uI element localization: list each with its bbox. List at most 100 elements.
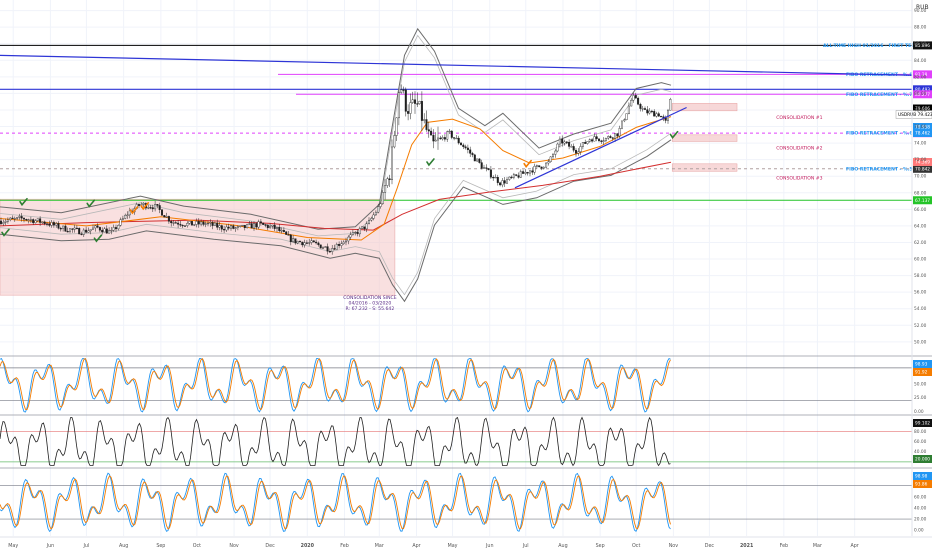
candle-body bbox=[151, 207, 154, 210]
candle-body bbox=[335, 244, 338, 250]
candle-body bbox=[262, 222, 265, 225]
candle-body bbox=[425, 119, 428, 130]
candle-body bbox=[322, 247, 325, 249]
candle-body bbox=[538, 165, 541, 168]
candle-body bbox=[669, 99, 672, 111]
candle-body bbox=[611, 137, 614, 139]
candle-body bbox=[271, 224, 274, 227]
candle-body bbox=[177, 222, 180, 225]
candle-body bbox=[91, 227, 94, 230]
candle-body bbox=[614, 133, 617, 139]
candle-body bbox=[206, 222, 209, 225]
candle-body bbox=[377, 206, 380, 213]
candle-body bbox=[296, 240, 299, 244]
time-tick-label: Aug bbox=[119, 543, 128, 549]
time-tick-label: Jul bbox=[522, 543, 529, 549]
candle-body bbox=[579, 146, 582, 152]
candle-body bbox=[607, 136, 610, 139]
candle-body bbox=[416, 103, 419, 105]
candle-body bbox=[308, 242, 311, 244]
bollinger-bands bbox=[0, 27, 672, 303]
candle-body bbox=[446, 131, 449, 140]
time-tick-label: Jun bbox=[485, 543, 494, 549]
candle-body bbox=[227, 226, 230, 229]
candle-body bbox=[370, 218, 373, 221]
candle-body bbox=[462, 144, 465, 147]
candle-body bbox=[512, 174, 515, 178]
price-axis[interactable]: 85.89682.2880.49380.27774.96070.84267.13… bbox=[895, 0, 932, 536]
level-label: FIBO RETRACEMENT - %.78 bbox=[846, 92, 916, 98]
downtrend-line[interactable] bbox=[0, 54, 913, 76]
bollinger-upper bbox=[0, 27, 672, 230]
candle-body bbox=[305, 242, 308, 244]
oscillator-badge-text: 98.93 bbox=[915, 362, 928, 368]
candle-body bbox=[147, 207, 150, 209]
candle-body bbox=[418, 101, 421, 104]
candle-body bbox=[434, 139, 437, 142]
candle-body bbox=[388, 178, 391, 180]
candle-body bbox=[280, 230, 283, 232]
candle-body bbox=[186, 223, 189, 226]
candle-body bbox=[549, 156, 552, 162]
time-tick-label: Feb bbox=[340, 543, 349, 549]
candle-body bbox=[292, 238, 295, 243]
uptrend-line[interactable] bbox=[514, 106, 687, 189]
candle-body bbox=[50, 222, 53, 226]
candle-body bbox=[266, 224, 269, 229]
candle-body bbox=[414, 99, 417, 104]
candle-body bbox=[80, 233, 83, 236]
price-badge bbox=[913, 41, 932, 50]
oscillator-tick-label: 50.00 bbox=[914, 382, 927, 388]
candle-body bbox=[39, 218, 42, 223]
candle-body bbox=[36, 218, 39, 221]
candle-body bbox=[338, 244, 341, 246]
candle-body bbox=[103, 228, 106, 233]
candle-body bbox=[142, 203, 145, 205]
candle-body bbox=[340, 243, 343, 246]
candle-body bbox=[18, 216, 21, 218]
time-tick-label: Dec bbox=[705, 543, 715, 549]
candle-body bbox=[634, 95, 637, 99]
candle-body bbox=[46, 223, 49, 225]
candle-body bbox=[234, 227, 237, 229]
oscillator-tick-label: 60.00 bbox=[914, 439, 927, 445]
candle-body bbox=[64, 225, 67, 232]
price-badge bbox=[913, 164, 932, 173]
candle-body bbox=[448, 130, 451, 133]
candle-body bbox=[609, 136, 612, 138]
candle-body bbox=[379, 203, 382, 207]
time-axis[interactable]: May Jun Jul Aug Sep Oct Nov Dec 2020 Feb Mar Apr May… bbox=[0, 536, 932, 549]
candle-body bbox=[363, 226, 366, 230]
candle-body bbox=[648, 110, 651, 114]
candle-body bbox=[575, 150, 578, 154]
candle-body bbox=[404, 89, 407, 112]
candle-body bbox=[395, 117, 398, 136]
trendlines[interactable] bbox=[0, 54, 913, 189]
candle-body bbox=[368, 220, 371, 224]
price-badge-text: 70.842 bbox=[915, 166, 930, 172]
price-tick-label: 68.00 bbox=[914, 190, 927, 196]
candle-body bbox=[200, 221, 203, 225]
candle-body bbox=[411, 99, 414, 103]
candle-body bbox=[204, 223, 207, 225]
ema-short-line bbox=[0, 116, 672, 241]
checkmark-icon bbox=[523, 159, 532, 168]
time-tick-label: 2020 bbox=[301, 543, 315, 549]
candle-body bbox=[149, 207, 152, 209]
candle-body bbox=[23, 218, 26, 220]
time-tick-label: 2021 bbox=[740, 543, 753, 549]
candle-body bbox=[6, 219, 9, 222]
candle-body bbox=[478, 158, 481, 163]
candle-body bbox=[112, 227, 115, 231]
candle-body bbox=[565, 141, 568, 143]
price-tick-label: 50.00 bbox=[914, 339, 927, 345]
checkmark-icon bbox=[669, 130, 679, 140]
candle-body bbox=[229, 225, 232, 229]
checkmark-icon bbox=[1, 228, 10, 237]
candle-body bbox=[59, 228, 62, 230]
candle-body bbox=[87, 230, 90, 233]
price-badge bbox=[913, 70, 932, 79]
candle-body bbox=[476, 158, 479, 162]
candle-body bbox=[483, 167, 486, 169]
